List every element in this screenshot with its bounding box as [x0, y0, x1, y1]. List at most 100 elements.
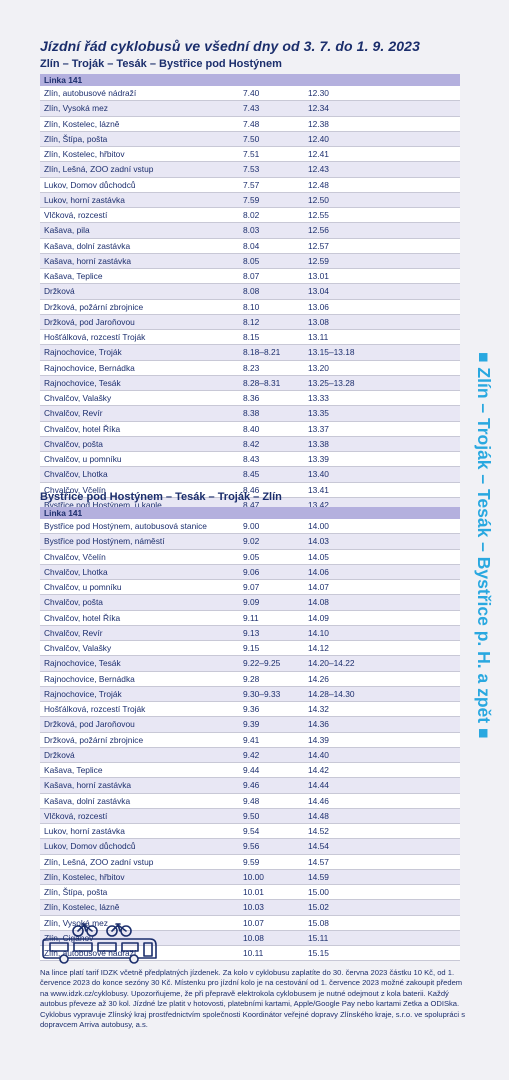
timetable-row: Zlín, Vysoká mez 10.07 15.08	[40, 915, 460, 931]
timetable-row: Chvalčov, hotel Říka 9.11 14.09	[40, 610, 460, 626]
timetable-row: Zlín, Kostelec, lázně 7.48 12.38	[40, 116, 460, 132]
departure-time-2: 13.39	[308, 454, 329, 464]
stop-name: Hošťálková, rozcestí Troják	[44, 704, 146, 714]
stop-name: Zlín, Kostelec, hřbitov	[44, 871, 125, 882]
departure-time-2: 12.38	[308, 118, 329, 129]
stop-name: Držková	[44, 749, 75, 760]
departure-time-2: 14.42	[308, 765, 329, 775]
departure-time-1: 8.47	[243, 499, 260, 510]
departure-time-2: 13.35	[308, 408, 329, 419]
departure-time-1: 10.03	[243, 902, 264, 913]
timetable-row: Chvalčov, hotel Říka 8.40 13.37	[40, 421, 460, 437]
departure-time-2: 13.15–13.18	[308, 347, 355, 358]
side-route-label: ■ Zlín – Troják – Tesák – Bystřice p. H.…	[468, 352, 498, 912]
stop-name: Bystřice pod Hostýnem, u kaple	[44, 499, 162, 510]
departure-time-2: 14.03	[308, 536, 329, 547]
stop-name: Chvalčov, hotel Říka	[44, 423, 121, 434]
departure-time-2: 14.20–14.22	[308, 658, 355, 669]
departure-time-2: 14.52	[308, 826, 329, 836]
departure-time-1: 9.00	[243, 521, 260, 531]
stop-name: Zlín, Lešná, ZOO zadní vstup	[44, 164, 154, 175]
departure-time-1: 9.11	[243, 612, 259, 623]
departure-time-1: 8.08	[243, 286, 260, 297]
timetable-row: Rajnochovice, Tesák 9.22–9.25 14.20–14.22	[40, 656, 460, 672]
timetable-row: Lukov, Domov důchodců 9.56 14.54	[40, 839, 460, 855]
departure-time-2: 14.40	[308, 749, 329, 760]
timetable-row: Rajnochovice, Bernádka 8.23 13.20	[40, 360, 460, 376]
timetable-row: Držková, požární zbrojnice 9.41 14.39	[40, 732, 460, 748]
departure-time-1: 7.50	[243, 133, 260, 144]
stop-name: Držková, požární zbrojnice	[44, 301, 144, 312]
line-header: Linka 141	[40, 74, 460, 86]
departure-time-2: 14.26	[308, 673, 329, 684]
departure-time-2: 14.54	[308, 841, 329, 852]
timetable-row: Zlín, Cigánov 10.08 15.11	[40, 930, 460, 946]
departure-time-1: 10.08	[243, 932, 264, 943]
departure-time-1: 8.12	[243, 316, 260, 327]
footer-note: Na lince platí tarif IDZK včetně předpla…	[40, 968, 466, 1030]
timetable-row: Zlín, Štípa, pošta 10.01 15.00	[40, 885, 460, 901]
departure-time-2: 14.57	[308, 856, 329, 867]
timetable-row: Zlín, Kostelec, hřbitov 10.00 14.59	[40, 869, 460, 885]
line-header: Linka 141	[40, 507, 460, 519]
departure-time-2: 12.59	[308, 255, 329, 266]
section-title-outbound: Zlín – Troják – Tesák – Bystřice pod Hos…	[40, 58, 282, 70]
timetable-row: Zlín, autobusové nádraží 7.40 12.30	[40, 86, 460, 102]
departure-time-1: 10.01	[243, 887, 264, 897]
departure-time-1: 7.59	[243, 194, 260, 205]
departure-time-2: 12.30	[308, 88, 329, 98]
stop-name: Zlín, Vysoká mez	[44, 917, 108, 928]
stop-name: Lukov, Domov důchodců	[44, 179, 136, 190]
departure-time-2: 14.05	[308, 551, 329, 562]
timetable-row: Kašava, Teplice 8.07 13.01	[40, 269, 460, 285]
timetable-return: Linka 141 Bystřice pod Hostýnem, autobus…	[40, 507, 460, 962]
departure-time-2: 14.48	[308, 810, 329, 821]
stop-name: Rajnochovice, Tesák	[44, 658, 121, 669]
departure-time-2: 13.42	[308, 499, 329, 510]
section-title-return: Bystřice pod Hostýnem – Tesák – Troják –…	[40, 491, 282, 503]
timetable-row: Chvalčov, Včelín 8.46 13.41	[40, 482, 460, 498]
departure-time-2: 13.08	[308, 316, 329, 327]
departure-time-1: 7.51	[243, 149, 260, 159]
stop-name: Chvalčov, Valašky	[44, 393, 112, 403]
departure-time-1: 9.42	[243, 749, 260, 760]
stop-name: Chvalčov, Lhotka	[44, 469, 108, 480]
stop-name: Chvalčov, Revír	[44, 408, 103, 419]
departure-time-2: 14.59	[308, 871, 329, 882]
stop-name: Zlín, Kostelec, hřbitov	[44, 149, 125, 159]
stop-name: Bystřice pod Hostýnem, autobusová stanic…	[44, 521, 207, 531]
departure-time-2: 12.34	[308, 103, 329, 114]
stop-name: Držková	[44, 286, 75, 297]
timetable-row: Držková 8.08 13.04	[40, 284, 460, 300]
departure-time-2: 14.08	[308, 597, 329, 608]
departure-time-1: 8.28–8.31	[243, 377, 281, 388]
departure-time-1: 8.03	[243, 225, 260, 236]
timetable-row: Chvalčov, Lhotka 9.06 14.06	[40, 564, 460, 580]
cyclobus-icon	[40, 922, 160, 971]
departure-time-2: 13.41	[308, 484, 329, 495]
timetable-row: Držková, pod Jaroňovou 8.12 13.08	[40, 314, 460, 330]
departure-time-2: 12.50	[308, 194, 329, 205]
departure-time-1: 7.57	[243, 179, 260, 190]
stop-name: Zlín, Kostelec, lázně	[44, 902, 120, 913]
departure-time-2: 14.06	[308, 566, 329, 577]
departure-time-2: 15.08	[308, 917, 329, 928]
departure-time-2: 15.15	[308, 948, 329, 958]
departure-time-1: 9.36	[243, 704, 260, 714]
stop-name: Chvalčov, u pomníku	[44, 454, 122, 464]
timetable-row: Kašava, pila 8.03 12.56	[40, 223, 460, 239]
departure-time-2: 14.36	[308, 719, 329, 730]
timetable-row: Kašava, dolní zastávka 8.04 12.57	[40, 238, 460, 254]
stop-name: Vlčková, rozcestí	[44, 210, 108, 220]
departure-time-1: 7.40	[243, 88, 260, 98]
stop-name: Rajnochovice, Bernádka	[44, 362, 135, 373]
timetable-row: Držková 9.42 14.40	[40, 747, 460, 763]
timetable-row: Chvalčov, u pomníku 8.43 13.39	[40, 452, 460, 468]
stop-name: Chvalčov, Včelín	[44, 551, 106, 562]
timetable-row: Bystřice pod Hostýnem, autobusová stanic…	[40, 519, 460, 535]
departure-time-1: 10.00	[243, 871, 264, 882]
stop-name: Rajnochovice, Tesák	[44, 377, 121, 388]
departure-time-1: 8.46	[243, 484, 260, 495]
stop-name: Chvalčov, Lhotka	[44, 566, 108, 577]
departure-time-1: 9.13	[243, 627, 260, 638]
